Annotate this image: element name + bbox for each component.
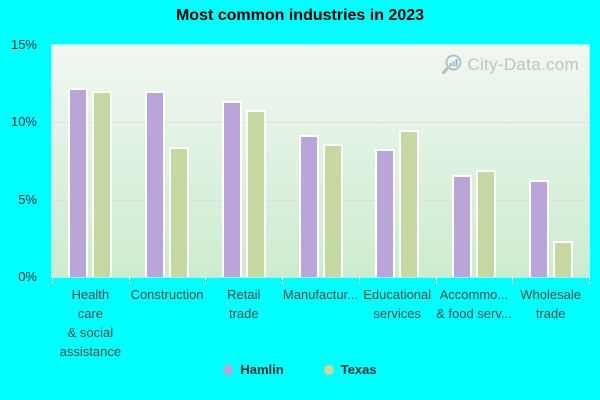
y-tick-label-10: 10% [10,114,37,130]
bar-hamlin-1 [145,91,166,277]
x-tick-3 [282,277,284,284]
bar-texas-5 [475,170,496,277]
watermark: City-Data.com [440,53,579,77]
x-tick-6 [512,277,514,284]
legend: Hamlin Texas [0,362,600,377]
bar-hamlin-0 [68,88,89,277]
legend-label-hamlin: Hamlin [240,362,284,377]
x-tick-2 [205,277,207,284]
bar-texas-0 [92,91,113,277]
chart-title: Most common industries in 2023 [175,7,425,24]
legend-dot-texas [323,364,334,375]
gridline-10 [52,122,589,124]
legend-item-texas: Texas [323,362,377,377]
bar-hamlin-4 [375,148,396,277]
watermark-label: City-Data.com [467,55,579,74]
x-tick-5 [435,277,437,284]
bar-texas-3 [322,144,343,277]
bar-texas-6 [552,241,573,277]
y-tick-label-5: 5% [18,191,37,207]
plot-area: City-Data.com [52,45,589,277]
y-tick-label-0: 0% [18,269,37,284]
x-tick-label-5: Accommo... & food serv... [436,287,512,321]
gridline-5 [52,199,589,201]
y-tick-label-15: 15% [10,37,37,52]
bar-hamlin-3 [298,134,319,277]
x-tick-label-2: Retail trade [227,287,261,321]
x-tick-1 [128,277,130,284]
x-tick-label-1: Construction [130,287,204,302]
legend-dot-hamlin [223,364,234,375]
x-tick-label-0: Health care & social assistance [59,287,122,359]
bar-hamlin-5 [451,174,472,277]
legend-label-texas: Texas [340,362,377,377]
legend-item-hamlin: Hamlin [223,362,284,377]
x-tick-7 [589,277,590,284]
x-tick-0 [52,277,53,284]
x-tick-label-3: Manufactur... [282,287,359,302]
bar-texas-1 [169,147,190,277]
bar-texas-2 [245,109,266,277]
x-tick-4 [358,277,360,284]
x-tick-label-4: Educational services [363,287,432,321]
bar-texas-4 [399,130,420,277]
bar-hamlin-6 [528,179,549,277]
bar-hamlin-2 [221,100,242,277]
city-data-logo-icon [440,53,464,77]
x-tick-label-6: Wholesale trade [520,287,581,321]
